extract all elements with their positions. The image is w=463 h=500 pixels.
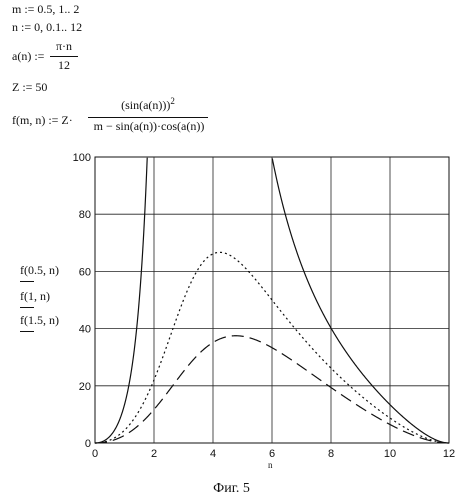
- chart-plot: 0 2 4 6 8 10 12 0 20 40 60 80 100: [0, 0, 463, 470]
- x-tick-label: 6: [269, 448, 275, 460]
- x-tick-label: 8: [328, 448, 334, 460]
- x-tick-label: 10: [384, 448, 396, 460]
- x-tick-label: 0: [92, 448, 98, 460]
- y-tick-label: 0: [85, 438, 91, 450]
- x-tick-label: 2: [151, 448, 157, 460]
- y-tick-label: 20: [79, 381, 91, 393]
- chart-tick-labels: 0 2 4 6 8 10 12 0 20 40 60 80 100: [73, 152, 455, 460]
- x-tick-label: 4: [210, 448, 216, 460]
- x-tick-label: 12: [443, 448, 455, 460]
- chart-grid: [95, 157, 449, 443]
- x-axis-label: n: [268, 460, 273, 470]
- y-tick-label: 80: [79, 209, 91, 221]
- y-tick-label: 40: [79, 324, 91, 336]
- figure-caption: Фиг. 5: [0, 481, 463, 497]
- y-tick-label: 60: [79, 266, 91, 278]
- y-tick-label: 100: [73, 152, 91, 164]
